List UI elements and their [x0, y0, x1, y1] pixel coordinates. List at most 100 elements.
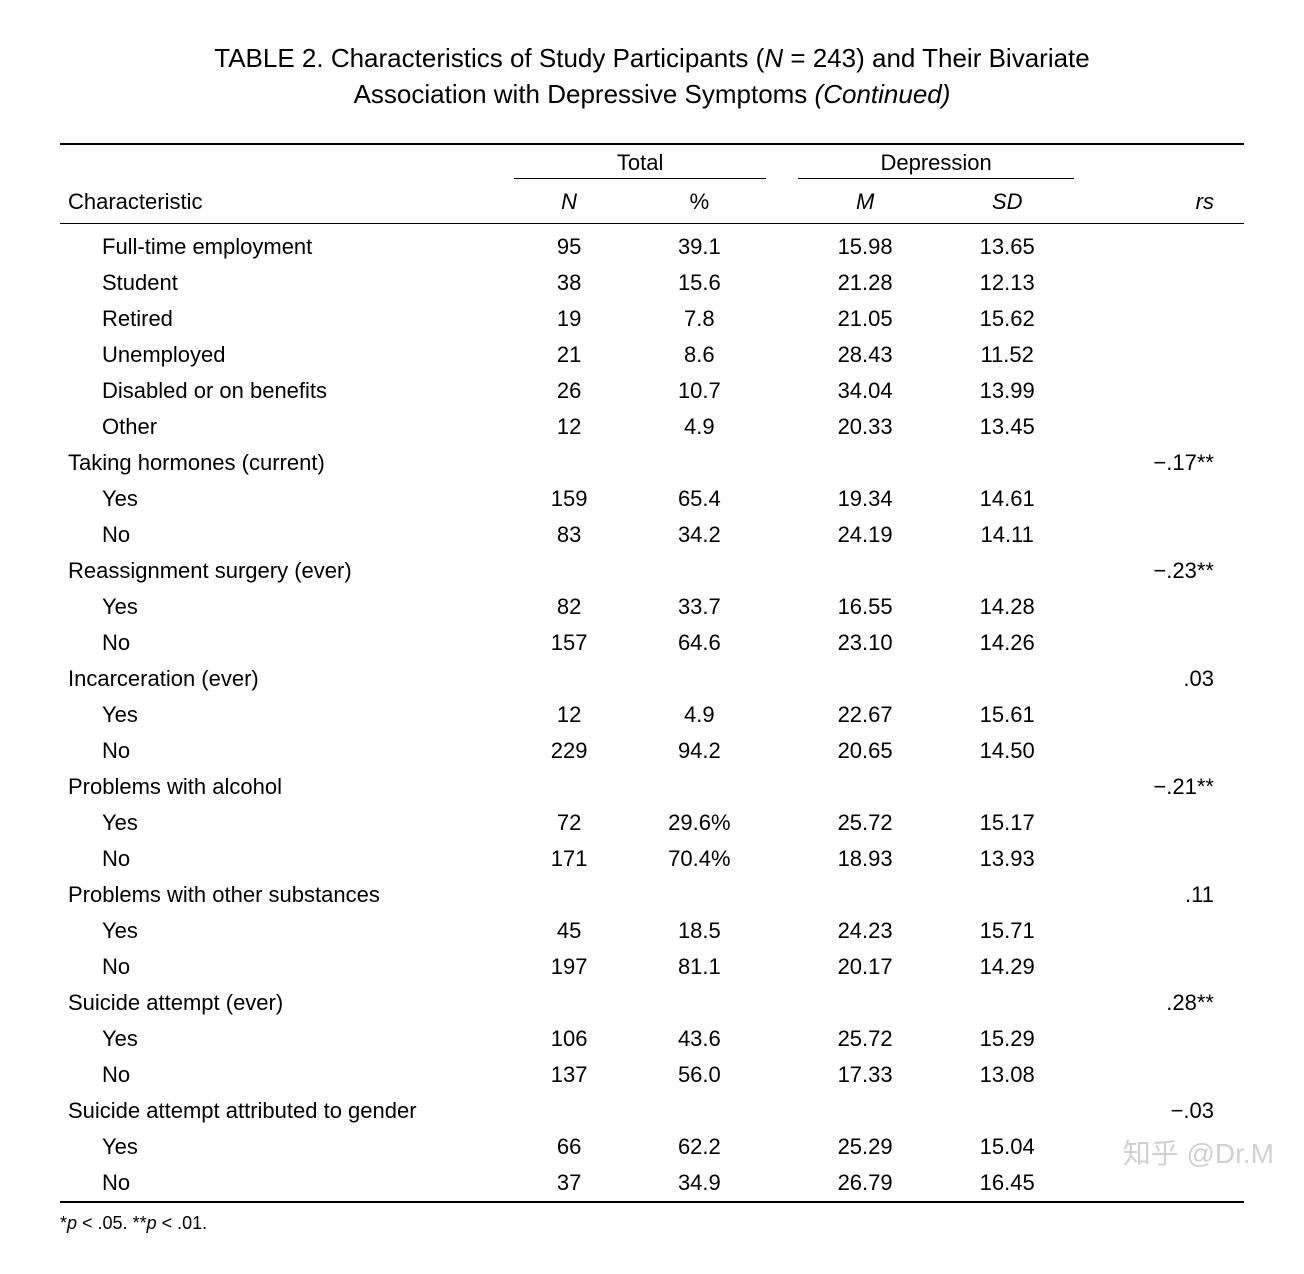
table-row: No13756.017.3313.08: [60, 1057, 1244, 1093]
cell-characteristic: Suicide attempt attributed to gender: [60, 1093, 510, 1129]
cell-n: 197: [510, 949, 628, 985]
cell-characteristic: Suicide attempt (ever): [60, 985, 510, 1021]
cell-pct: 39.1: [628, 223, 770, 265]
cell-sd: [936, 553, 1078, 589]
cell-sd: 14.61: [936, 481, 1078, 517]
cell-pct: [628, 1093, 770, 1129]
cell-n: 12: [510, 409, 628, 445]
cell-n: [510, 877, 628, 913]
cell-characteristic: No: [60, 625, 510, 661]
table-row: Yes10643.625.7215.29: [60, 1021, 1244, 1057]
cell-n: [510, 445, 628, 481]
cell-pct: 56.0: [628, 1057, 770, 1093]
col-pct: %: [628, 184, 770, 224]
cell-sd: [936, 769, 1078, 805]
cell-m: 25.72: [794, 1021, 936, 1057]
table-row: Full-time employment9539.115.9813.65: [60, 223, 1244, 265]
cell-n: [510, 1093, 628, 1129]
cell-n: 137: [510, 1057, 628, 1093]
cell-sd: [936, 661, 1078, 697]
cell-characteristic: Retired: [60, 301, 510, 337]
cell-rs: [1078, 301, 1244, 337]
cell-characteristic: Student: [60, 265, 510, 301]
cell-characteristic: Unemployed: [60, 337, 510, 373]
cell-pct: 34.2: [628, 517, 770, 553]
cell-m: 26.79: [794, 1165, 936, 1202]
cell-m: 23.10: [794, 625, 936, 661]
cell-rs: .11: [1078, 877, 1244, 913]
cell-n: 83: [510, 517, 628, 553]
cell-characteristic: Reassignment surgery (ever): [60, 553, 510, 589]
cell-characteristic: Yes: [60, 913, 510, 949]
cell-rs: [1078, 337, 1244, 373]
cell-rs: −.21**: [1078, 769, 1244, 805]
cell-rs: [1078, 481, 1244, 517]
footnote-lt01: < .01.: [157, 1213, 208, 1233]
table-row: Yes7229.6%25.7215.17: [60, 805, 1244, 841]
cell-m: 15.98: [794, 223, 936, 265]
cell-sd: 13.93: [936, 841, 1078, 877]
table-row: No22994.220.6514.50: [60, 733, 1244, 769]
table-row: No3734.926.7916.45: [60, 1165, 1244, 1202]
cell-rs: [1078, 1057, 1244, 1093]
cell-pct: 94.2: [628, 733, 770, 769]
cell-n: 159: [510, 481, 628, 517]
col-group-depression: Depression: [798, 150, 1074, 179]
footnote-p1: p: [67, 1213, 77, 1233]
cell-sd: 14.50: [936, 733, 1078, 769]
cell-characteristic: Yes: [60, 805, 510, 841]
cell-sd: 15.04: [936, 1129, 1078, 1165]
cell-sd: 14.29: [936, 949, 1078, 985]
cell-m: 17.33: [794, 1057, 936, 1093]
cell-pct: 64.6: [628, 625, 770, 661]
footnote-star1: *: [60, 1213, 67, 1233]
cell-n: 157: [510, 625, 628, 661]
table-row: Problems with alcohol−.21**: [60, 769, 1244, 805]
cell-pct: 65.4: [628, 481, 770, 517]
cell-rs: .03: [1078, 661, 1244, 697]
cell-characteristic: Yes: [60, 697, 510, 733]
cell-sd: 13.45: [936, 409, 1078, 445]
cell-n: [510, 985, 628, 1021]
cell-characteristic: Yes: [60, 481, 510, 517]
cell-m: 16.55: [794, 589, 936, 625]
cell-pct: [628, 985, 770, 1021]
col-characteristic: Characteristic: [60, 184, 510, 224]
table-row: Disabled or on benefits2610.734.0413.99: [60, 373, 1244, 409]
cell-characteristic: Yes: [60, 1129, 510, 1165]
characteristics-table: Total Depression Characteristic N % M SD…: [60, 143, 1244, 1203]
table-row: Yes6662.225.2915.04: [60, 1129, 1244, 1165]
col-rs: rs: [1078, 184, 1244, 224]
cell-m: [794, 661, 936, 697]
table-footnote: *p < .05. **p < .01.: [60, 1213, 1244, 1234]
footnote-lt05: < .05.: [77, 1213, 133, 1233]
cell-characteristic: No: [60, 1165, 510, 1202]
cell-rs: [1078, 841, 1244, 877]
table-row: No15764.623.1014.26: [60, 625, 1244, 661]
cell-n: 106: [510, 1021, 628, 1057]
cell-pct: 10.7: [628, 373, 770, 409]
cell-sd: 13.08: [936, 1057, 1078, 1093]
cell-pct: [628, 877, 770, 913]
cell-m: [794, 985, 936, 1021]
col-m: M: [794, 184, 936, 224]
cell-rs: [1078, 733, 1244, 769]
cell-rs: [1078, 625, 1244, 661]
table-row: Yes4518.524.2315.71: [60, 913, 1244, 949]
cell-m: [794, 877, 936, 913]
cell-characteristic: Disabled or on benefits: [60, 373, 510, 409]
cell-rs: [1078, 373, 1244, 409]
cell-n: [510, 553, 628, 589]
cell-m: [794, 769, 936, 805]
cell-characteristic: Yes: [60, 589, 510, 625]
col-sd: SD: [936, 184, 1078, 224]
cell-rs: [1078, 223, 1244, 265]
cell-n: 229: [510, 733, 628, 769]
cell-sd: 15.29: [936, 1021, 1078, 1057]
table-row: Other124.920.3313.45: [60, 409, 1244, 445]
cell-pct: 8.6: [628, 337, 770, 373]
table-row: Yes124.922.6715.61: [60, 697, 1244, 733]
cell-m: 18.93: [794, 841, 936, 877]
table-title: TABLE 2. Characteristics of Study Partic…: [152, 40, 1152, 113]
cell-rs: [1078, 1165, 1244, 1202]
